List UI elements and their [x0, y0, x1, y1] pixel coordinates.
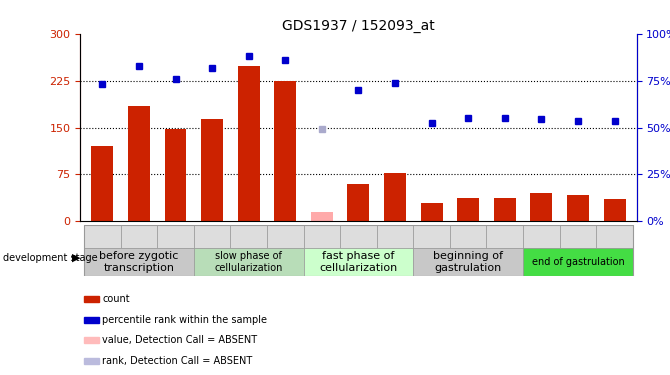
Bar: [348, 184, 369, 221]
Bar: [84, 225, 121, 248]
Bar: [421, 202, 443, 221]
Bar: [267, 225, 304, 248]
Bar: [304, 225, 340, 248]
Bar: [523, 248, 633, 276]
Bar: [457, 198, 479, 221]
Text: end of gastrulation: end of gastrulation: [531, 257, 624, 267]
Bar: [84, 296, 99, 302]
Text: development stage: development stage: [3, 253, 98, 263]
Bar: [384, 172, 406, 221]
Text: ▶: ▶: [72, 253, 81, 263]
Bar: [340, 225, 377, 248]
Text: slow phase of
cellularization: slow phase of cellularization: [214, 251, 283, 273]
Bar: [304, 248, 413, 276]
Bar: [84, 338, 99, 343]
Bar: [201, 119, 223, 221]
Text: fast phase of
cellularization: fast phase of cellularization: [320, 251, 397, 273]
Bar: [84, 248, 194, 276]
Bar: [194, 225, 230, 248]
Text: rank, Detection Call = ABSENT: rank, Detection Call = ABSENT: [102, 356, 252, 366]
Bar: [377, 225, 413, 248]
Bar: [194, 248, 304, 276]
Text: value, Detection Call = ABSENT: value, Detection Call = ABSENT: [102, 335, 257, 345]
Bar: [413, 225, 450, 248]
Bar: [450, 225, 486, 248]
Bar: [531, 193, 552, 221]
Bar: [567, 195, 589, 221]
Bar: [523, 225, 559, 248]
Bar: [91, 146, 113, 221]
Bar: [559, 225, 596, 248]
Bar: [157, 225, 194, 248]
Text: beginning of
gastrulation: beginning of gastrulation: [433, 251, 503, 273]
Bar: [494, 198, 516, 221]
Bar: [238, 66, 260, 221]
Text: count: count: [102, 294, 129, 304]
Bar: [128, 106, 150, 221]
Text: percentile rank within the sample: percentile rank within the sample: [102, 315, 267, 325]
Bar: [596, 225, 633, 248]
Text: before zygotic
transcription: before zygotic transcription: [99, 251, 179, 273]
Title: GDS1937 / 152093_at: GDS1937 / 152093_at: [282, 19, 435, 33]
Bar: [486, 225, 523, 248]
Bar: [230, 225, 267, 248]
Bar: [84, 317, 99, 322]
Bar: [84, 358, 99, 364]
Bar: [121, 225, 157, 248]
Bar: [165, 129, 186, 221]
Bar: [413, 248, 523, 276]
Bar: [274, 81, 296, 221]
Bar: [311, 212, 333, 221]
Bar: [604, 200, 626, 221]
